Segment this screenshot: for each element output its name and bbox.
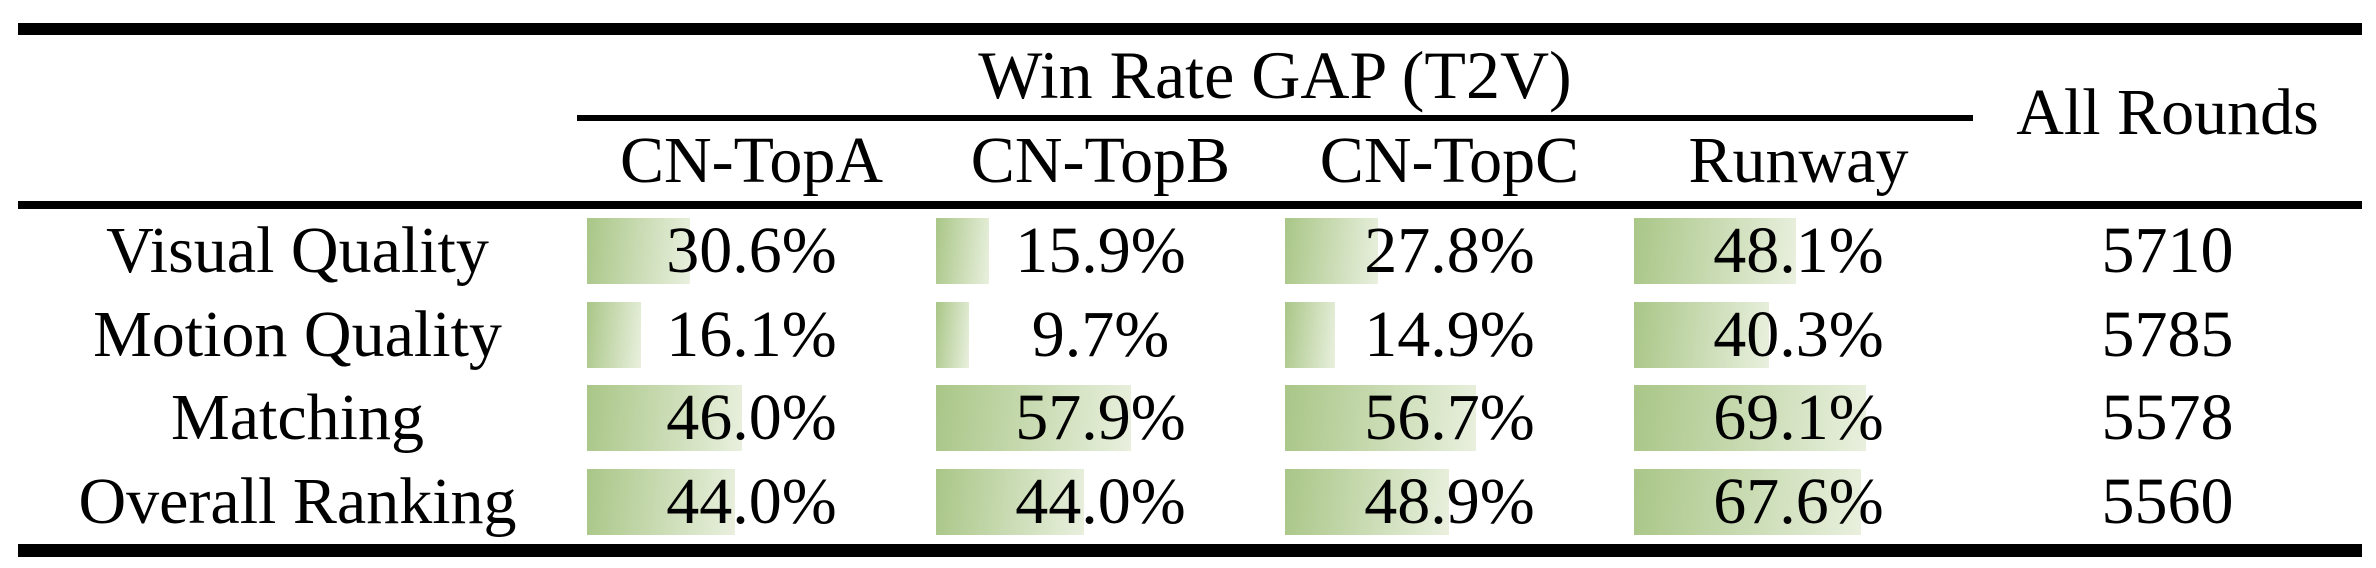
- win-rate-bar: [1634, 301, 1770, 368]
- data-cell: 48.9%: [1275, 460, 1624, 544]
- column-header-cn-topc: CN-TopC: [1319, 124, 1580, 197]
- data-cell: 27.8%: [1275, 209, 1624, 293]
- win-rate-bar: [1285, 469, 1450, 536]
- data-cell: 67.6%: [1624, 460, 1973, 544]
- percent-value: 46.0%: [666, 381, 837, 455]
- percent-value: 48.9%: [1364, 465, 1535, 539]
- percent-value: 27.8%: [1364, 213, 1535, 287]
- win-rate-bar: [587, 217, 690, 284]
- data-cell: 15.9%: [926, 209, 1275, 293]
- table-row-motion-quality: Motion Quality 16.1% 9.7% 14.9% 40.3% 57…: [18, 293, 2362, 377]
- column-header-cn-topb: CN-TopB: [970, 124, 1231, 197]
- data-cell: 9.7%: [926, 293, 1275, 377]
- all-rounds-value: 5710: [2101, 213, 2234, 287]
- win-rate-bar: [1285, 217, 1379, 284]
- top-rule: [18, 23, 2362, 35]
- win-rate-bar: [936, 469, 1084, 536]
- header-span-rule: [577, 115, 1973, 121]
- column-header-all-rounds: All Rounds: [2016, 76, 2319, 149]
- data-cell: 16.1%: [577, 293, 926, 377]
- win-rate-bar: [1634, 385, 1867, 452]
- column-header-cn-topa: CN-TopA: [619, 124, 884, 197]
- all-rounds-value: 5578: [2101, 381, 2234, 455]
- percent-value: 56.7%: [1364, 381, 1535, 455]
- win-rate-bar: [587, 385, 742, 452]
- data-cell: 69.1%: [1624, 377, 1973, 461]
- percent-value: 9.7%: [1031, 297, 1170, 371]
- table-row-matching: Matching 46.0% 57.9% 56.7% 69.1% 5578: [18, 377, 2362, 461]
- all-rounds-value: 5785: [2101, 297, 2234, 371]
- data-cell: 14.9%: [1275, 293, 1624, 377]
- row-label: Visual Quality: [106, 213, 489, 287]
- data-cell: 44.0%: [926, 460, 1275, 544]
- percent-value: 67.6%: [1713, 465, 1884, 539]
- mid-rule: [18, 201, 2362, 209]
- percent-value: 69.1%: [1713, 381, 1884, 455]
- percent-value: 44.0%: [666, 465, 837, 539]
- header-label-spacer: [18, 35, 577, 201]
- column-headers: CN-TopA CN-TopB CN-TopC Runway: [577, 121, 1973, 201]
- paper-table: Win Rate GAP (T2V) CN-TopA CN-TopB CN-To…: [18, 23, 2362, 557]
- table-row-visual-quality: Visual Quality 30.6% 15.9% 27.8% 48.1% 5…: [18, 209, 2362, 293]
- percent-value: 44.0%: [1015, 465, 1186, 539]
- table-row-overall-ranking: Overall Ranking 44.0% 44.0% 48.9% 67.6% …: [18, 460, 2362, 544]
- data-cell: 44.0%: [577, 460, 926, 544]
- data-cell: 40.3%: [1624, 293, 1973, 377]
- data-cell: 56.7%: [1275, 377, 1624, 461]
- row-label: Overall Ranking: [78, 465, 517, 539]
- header-group-win-rate-gap: Win Rate GAP (T2V) CN-TopA CN-TopB CN-To…: [577, 35, 1973, 201]
- data-cell: 48.1%: [1624, 209, 1973, 293]
- win-rate-bar: [1285, 301, 1336, 368]
- data-cell: 30.6%: [577, 209, 926, 293]
- percent-value: 48.1%: [1713, 213, 1884, 287]
- table-body: Visual Quality 30.6% 15.9% 27.8% 48.1% 5…: [18, 209, 2362, 544]
- percent-value: 57.9%: [1015, 381, 1186, 455]
- win-rate-bar: [1285, 385, 1476, 452]
- win-rate-bar: [587, 469, 735, 536]
- column-header-runway: Runway: [1688, 124, 1909, 197]
- data-cell: 46.0%: [577, 377, 926, 461]
- percent-value: 30.6%: [666, 213, 837, 287]
- table-header: Win Rate GAP (T2V) CN-TopA CN-TopB CN-To…: [18, 35, 2362, 201]
- table-title: Win Rate GAP (T2V): [978, 37, 1572, 113]
- percent-value: 40.3%: [1713, 297, 1884, 371]
- percent-value: 16.1%: [666, 297, 837, 371]
- all-rounds-value: 5560: [2101, 465, 2234, 539]
- row-label: Matching: [171, 381, 424, 455]
- win-rate-bar: [936, 301, 969, 368]
- win-rate-bar: [936, 385, 1131, 452]
- data-cell: 57.9%: [926, 377, 1275, 461]
- row-label: Motion Quality: [93, 297, 502, 371]
- win-rate-bar: [936, 217, 990, 284]
- win-rate-bar: [1634, 469, 1862, 536]
- win-rate-bar: [587, 301, 642, 368]
- percent-value: 14.9%: [1364, 297, 1535, 371]
- bottom-rule: [18, 544, 2362, 557]
- percent-value: 15.9%: [1015, 213, 1186, 287]
- win-rate-bar: [1634, 217, 1796, 284]
